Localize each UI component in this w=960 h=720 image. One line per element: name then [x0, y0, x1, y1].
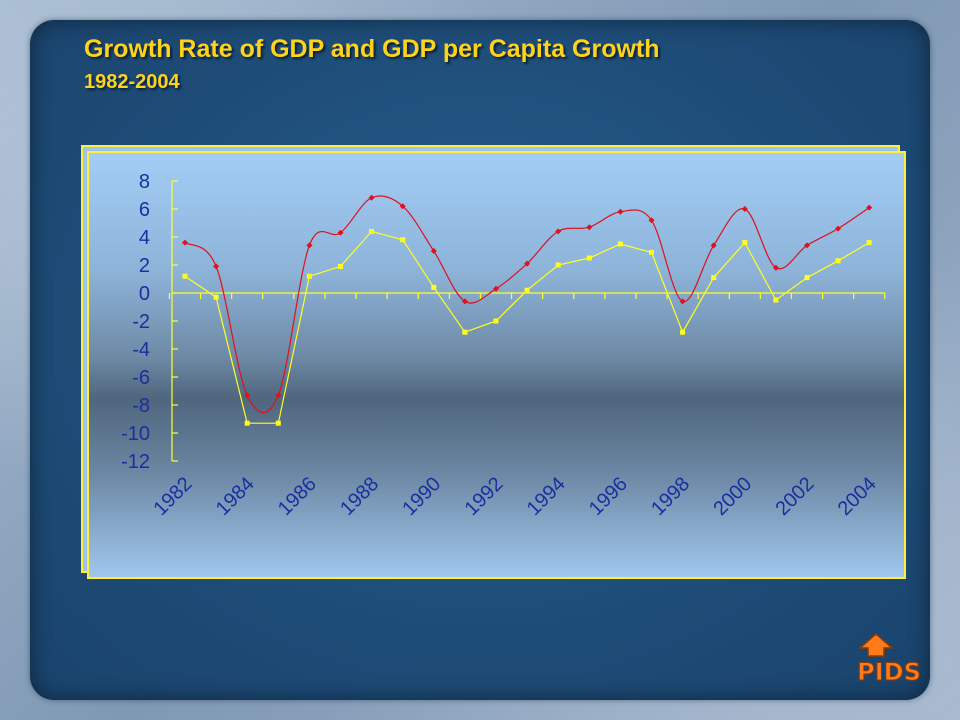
series-1-point [710, 242, 717, 249]
line-chart: 8 6 4 2 0 -2 -4 -6 -8 -10 -12 1982 1984 1986 1988 1990… [121, 171, 886, 520]
series-2-point [524, 287, 530, 293]
series-2-point [462, 329, 468, 335]
series-2-point [213, 294, 219, 300]
series-1-point [835, 225, 842, 232]
series-2-point [773, 297, 779, 303]
series-2-point [649, 249, 654, 255]
series-2-point [338, 263, 343, 269]
x-tick-label: 2004 [834, 473, 881, 520]
y-tick-label: -2 [132, 311, 150, 333]
series-2-point [866, 240, 872, 246]
series-1-line [184, 195, 870, 414]
y-tick-label: 6 [139, 199, 150, 221]
pids-logo: PIDS [857, 633, 921, 684]
x-axis-labels: 1982 1984 1986 1988 1990 1992 1994 1996 1998 2000… [150, 473, 881, 520]
series-1-point [741, 206, 748, 212]
y-tick-label: 0 [139, 283, 150, 305]
x-tick-label: 1984 [212, 473, 259, 520]
series-2-point [431, 284, 437, 290]
series-2-point [617, 241, 623, 247]
series-2-point [586, 255, 592, 261]
y-tick-label: -10 [121, 423, 150, 445]
series-2-point [275, 420, 281, 426]
x-tick-label: 1982 [150, 473, 197, 520]
series-1-point [182, 239, 188, 246]
series-1-point [617, 208, 624, 215]
x-tick-label: 1992 [461, 473, 508, 520]
series-2-point [804, 275, 810, 281]
x-tick-label: 1988 [336, 473, 383, 520]
series-1-point [430, 248, 437, 254]
slide-subtitle: 1982-2004 [84, 71, 180, 93]
series-markers [182, 194, 873, 426]
x-tick-label: 1990 [398, 473, 445, 520]
y-tick-label: -12 [121, 451, 150, 473]
series-2-point [400, 237, 406, 243]
series-1-point [804, 242, 810, 249]
series-1-point [337, 229, 344, 236]
series-2-point [369, 228, 375, 234]
series-2-point [493, 318, 499, 324]
x-tick-label: 1998 [647, 473, 694, 520]
series-1-point [679, 298, 686, 305]
series-2-line [184, 230, 870, 424]
y-tick-label: -4 [132, 339, 150, 361]
chart-axes [168, 180, 886, 462]
series-1-point [244, 392, 251, 399]
series-2-point [835, 258, 841, 264]
series-1-point [648, 217, 655, 224]
series-1-point [555, 228, 562, 235]
y-tick-label: 2 [139, 255, 150, 277]
series-2-point [711, 275, 717, 281]
slide-title: Growth Rate of GDP and GDP per Capita Gr… [84, 35, 660, 63]
series-2-point [555, 262, 561, 268]
series-2-point [742, 240, 748, 246]
logo-text: PIDS [857, 658, 921, 684]
series-2-point [182, 273, 188, 279]
x-tick-label: 1994 [523, 473, 570, 520]
series-1-point [493, 285, 499, 292]
series-2-point [306, 273, 312, 279]
y-tick-label: 4 [139, 227, 150, 249]
chart-panel: 8 6 4 2 0 -2 -4 -6 -8 -10 -12 1982 1984 1986 1988 1990… [87, 151, 906, 579]
y-tick-label: -6 [132, 367, 150, 389]
series-2-point [680, 329, 686, 335]
y-tick-label: -8 [132, 395, 150, 417]
series-1-point [586, 224, 593, 231]
series-1-point [275, 392, 282, 399]
series-1-point [399, 203, 406, 210]
series-2-point [244, 420, 250, 426]
x-tick-label: 1996 [585, 473, 632, 520]
series-1-point [461, 298, 468, 305]
logo-arrow-icon [858, 633, 894, 657]
series-1-point [368, 194, 375, 201]
y-tick-label: 8 [139, 171, 150, 193]
series-1-point [213, 263, 220, 270]
y-axis-labels: 8 6 4 2 0 -2 -4 -6 -8 -10 -12 [121, 171, 150, 473]
series-lines [184, 195, 870, 424]
series-1-point [306, 242, 313, 249]
series-1-point [772, 264, 779, 271]
series-1-point [524, 260, 531, 267]
x-tick-label: 1986 [274, 473, 321, 520]
x-tick-label: 2000 [709, 473, 756, 520]
x-tick-label: 2002 [772, 473, 819, 520]
series-1-point [866, 204, 873, 211]
